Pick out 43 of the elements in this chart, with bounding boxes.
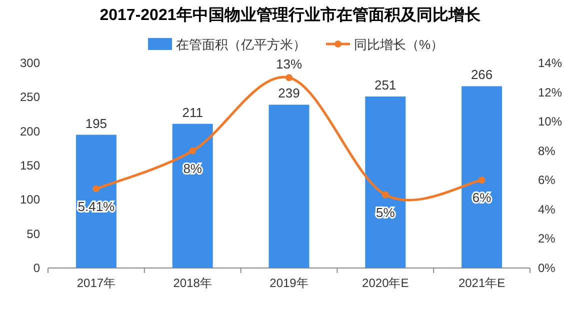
y2-tick-label: 6% (538, 173, 556, 188)
y-tick-label: 250 (20, 90, 40, 104)
point (92, 185, 100, 192)
y2-tick-label: 0% (538, 261, 556, 275)
chart-title: 2017-2021年中国物业管理行业市在管面积及同比增长 (100, 6, 482, 24)
data-label: 195 (85, 116, 108, 131)
bar (172, 124, 213, 268)
data-label: 5% (376, 204, 396, 220)
data-label: 8% (183, 160, 202, 176)
bar (76, 134, 116, 268)
data-label: 251 (374, 77, 396, 92)
bar (462, 86, 502, 268)
point (382, 191, 389, 198)
bar (365, 96, 406, 268)
data-label: 239 (278, 86, 300, 101)
y2-tick-label: 4% (538, 202, 556, 216)
data-label: 6% (472, 190, 492, 206)
y-tick-label: 50 (26, 226, 40, 241)
y2-tick-label: 10% (538, 114, 562, 129)
y-tick-label: 100 (20, 192, 40, 207)
data-label: 13% (276, 56, 302, 72)
y2-tick-label: 14% (538, 56, 562, 70)
legend-label: 在管面积（亿平方米） (176, 37, 306, 52)
x-tick-label: 2018年 (173, 276, 212, 290)
y2-tick-label: 8% (538, 144, 556, 158)
data-label: 266 (470, 67, 493, 82)
y-tick-label: 200 (20, 124, 40, 138)
legend-label: 同比增长（%） (354, 37, 444, 52)
point (189, 147, 196, 154)
y2-tick-label: 12% (538, 85, 562, 100)
point (478, 176, 486, 184)
point (286, 74, 292, 82)
y-tick-label: 0 (33, 261, 40, 275)
data-label: 211 (182, 104, 203, 120)
x-tick-label: 2019年 (270, 276, 308, 290)
x-tick-label: 2021年E (458, 276, 506, 290)
x-tick-label: 2017年 (76, 276, 116, 290)
bar (268, 104, 310, 268)
x-tick-label: 2020年E (362, 276, 409, 290)
y-tick-label: 300 (20, 56, 40, 70)
y-tick-label: 150 (20, 158, 40, 172)
y2-tick-label: 2% (538, 232, 556, 246)
data-label: 5.41% (78, 198, 116, 214)
